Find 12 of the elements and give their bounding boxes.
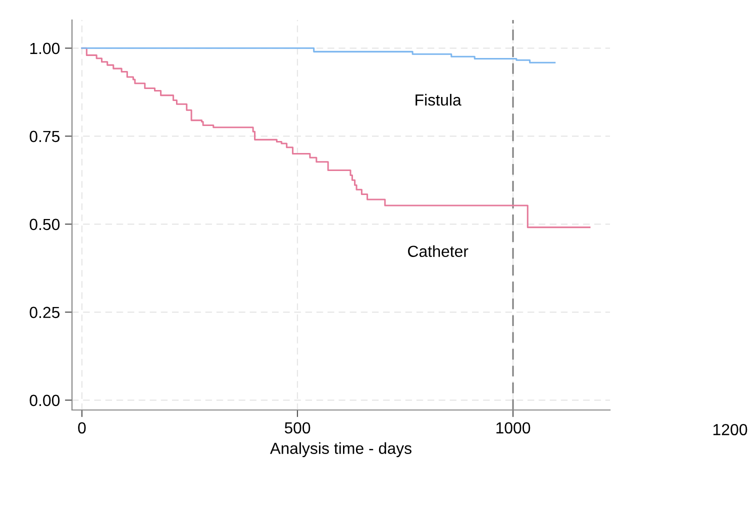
x-tick-label: 0 bbox=[78, 422, 86, 434]
y-tick-label: 0.00 bbox=[30, 394, 60, 406]
text: Catheter bbox=[408, 245, 468, 258]
y-tick-label: 0.50 bbox=[30, 218, 60, 230]
x-axis-title: Analysis time - days bbox=[270, 442, 412, 458]
text: 1200 bbox=[713, 424, 748, 436]
y-tick-label: 0.75 bbox=[30, 130, 60, 142]
text: Fistula bbox=[416, 94, 462, 106]
y-tick-label: 0.25 bbox=[30, 306, 60, 318]
y-tick-label: 1.00 bbox=[30, 42, 60, 54]
x-tick-label: 1000 bbox=[496, 422, 530, 434]
x-tick-label: 500 bbox=[284, 422, 310, 434]
